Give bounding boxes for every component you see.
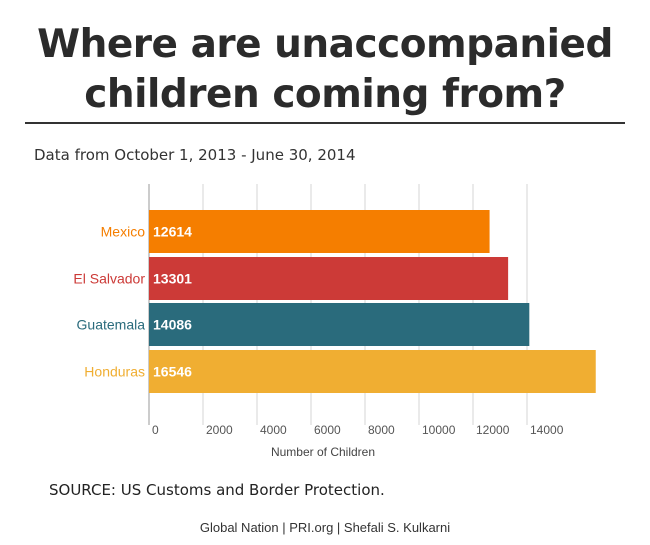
credit-line: Global Nation | PRI.org | Shefali S. Kul… (199, 520, 451, 535)
x-axis-label: Number of Children (271, 445, 375, 459)
x-tick-label: 14000 (530, 423, 564, 437)
x-tick-label: 2000 (206, 423, 233, 437)
bars (149, 210, 596, 393)
x-tick-label: 6000 (314, 423, 341, 437)
title-divider (25, 122, 625, 124)
category-label: Guatemala (77, 317, 146, 333)
bar-el-salvador (149, 257, 509, 300)
x-tick-label: 12000 (476, 423, 510, 437)
x-tick-label: 10000 (422, 423, 456, 437)
x-tick-labels: 0 2000 4000 6000 8000 10000 12000 14000 (152, 423, 564, 437)
chart-subtitle: Data from October 1, 2013 - June 30, 201… (34, 146, 356, 164)
category-label: El Salvador (73, 271, 145, 287)
x-tick-label: 0 (152, 423, 159, 437)
source-note: SOURCE: US Customs and Border Protection… (49, 481, 385, 499)
bar-mexico (149, 210, 490, 253)
bar-honduras (149, 350, 596, 393)
category-labels: Mexico El Salvador Guatemala Honduras (73, 224, 145, 380)
value-label: 12614 (153, 224, 192, 240)
bar-guatemala (149, 303, 530, 346)
value-labels: 12614 13301 14086 16546 (153, 224, 192, 380)
chart-title-line-1: Where are unaccompanied (37, 22, 613, 67)
value-label: 14086 (153, 317, 192, 333)
bar-chart: Mexico El Salvador Guatemala Honduras 12614… (73, 184, 596, 459)
chart-title: Where are unaccompanied children coming … (0, 20, 650, 120)
x-tick-label: 8000 (368, 423, 395, 437)
x-tick-label: 4000 (260, 423, 287, 437)
category-label: Mexico (101, 224, 146, 240)
chart-title-line-2: children coming from? (84, 72, 566, 117)
value-label: 16546 (153, 364, 192, 380)
category-label: Honduras (84, 364, 145, 380)
value-label: 13301 (153, 271, 192, 287)
